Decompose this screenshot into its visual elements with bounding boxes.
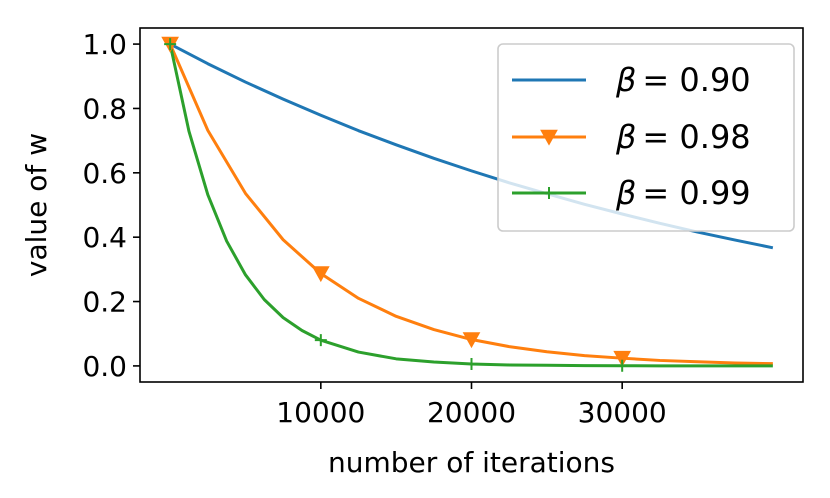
series-marker-2: [465, 357, 478, 370]
series-marker-2: [314, 334, 327, 347]
x-tick-label: 10000: [276, 396, 365, 429]
y-tick-label: 0.6: [82, 157, 127, 190]
y-tick-label: 0.4: [82, 221, 127, 254]
legend-label: β = 0.99: [615, 174, 751, 212]
legend-marker: [540, 129, 558, 146]
y-tick-label: 0.8: [82, 92, 127, 125]
legend-beta-symbol: β: [615, 174, 636, 212]
series-marker-2: [164, 38, 177, 51]
legend-value: = 0.98: [642, 118, 750, 156]
legend-label: β = 0.98: [615, 118, 751, 156]
x-axis-ticks: 10000 20000 30000: [276, 382, 667, 429]
y-tick-label: 1.0: [82, 28, 127, 61]
y-tick-label: 0.0: [82, 350, 127, 383]
x-axis-label: number of iterations: [328, 446, 615, 479]
y-tick-label: 0.2: [82, 286, 127, 319]
series-marker-1: [311, 266, 330, 283]
legend-beta-symbol: β: [615, 61, 636, 99]
legend-box: [497, 43, 795, 232]
series-marker-1: [462, 332, 481, 349]
series-marker-2: [616, 359, 629, 372]
x-tick-label: 20000: [427, 396, 516, 429]
series-line-2: [168, 43, 773, 368]
y-axis-label: value of w: [20, 133, 53, 277]
plot-markers: [161, 36, 632, 372]
x-tick-label: 30000: [578, 396, 667, 429]
legend-label: β = 0.90: [615, 61, 751, 99]
legend-marker: [543, 187, 555, 199]
legend: β = 0.90β = 0.98β = 0.99: [497, 43, 795, 232]
legend-beta-symbol: β: [615, 118, 636, 156]
series-marker-1: [613, 350, 632, 367]
y-axis-ticks: 0.0 0.2 0.4 0.6 0.8 1.0: [82, 28, 140, 383]
legend-value: = 0.90: [642, 61, 750, 99]
legend-value: = 0.99: [642, 174, 750, 212]
